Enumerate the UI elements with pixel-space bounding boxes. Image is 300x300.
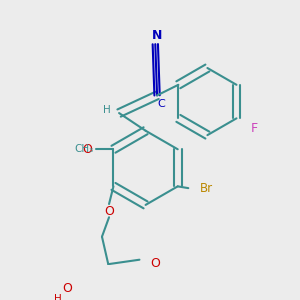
Text: O: O [82,143,92,156]
Text: O: O [62,282,72,295]
Text: O: O [151,257,160,270]
Text: C: C [158,99,165,109]
Text: Br: Br [200,182,213,195]
Text: H: H [54,294,62,300]
Text: CH₃: CH₃ [75,144,94,154]
Text: O: O [104,206,114,218]
Text: F: F [250,122,258,136]
Text: N: N [152,29,162,42]
Text: H: H [103,104,111,115]
